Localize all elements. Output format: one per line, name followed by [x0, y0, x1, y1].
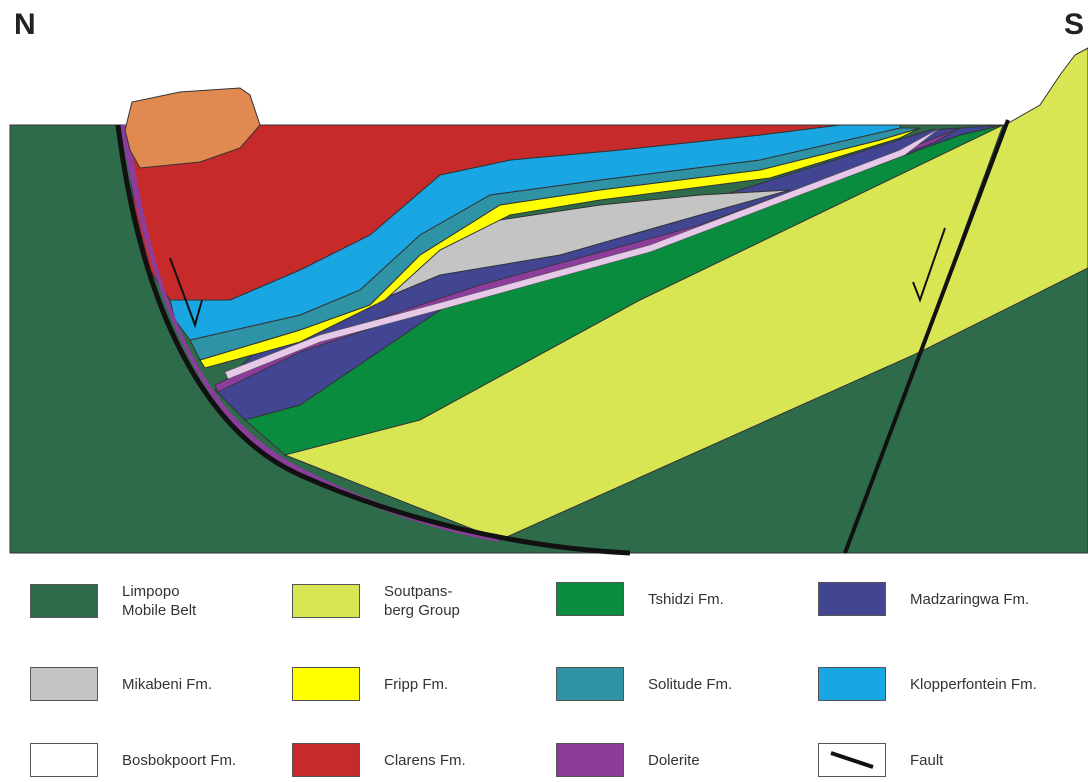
legend-bosbokpoort-fm: Bosbokpoort Fm.: [30, 743, 236, 777]
legend-label: Soutpans- berg Group: [384, 583, 460, 619]
legend-label: Clarens Fm.: [384, 751, 466, 769]
legend-tshidzi-fm: Tshidzi Fm.: [556, 582, 724, 616]
legend-swatch: [30, 584, 98, 618]
fault-movement-north: [169, 257, 203, 329]
capping-outlier: [124, 87, 261, 169]
legend-label: Klopperfontein Fm.: [910, 675, 1037, 693]
legend-clarens-fm: Clarens Fm.: [292, 743, 466, 777]
southern-fault: [843, 119, 1010, 554]
legend-fripp-fm: Fripp Fm.: [292, 667, 448, 701]
legend-label: Mikabeni Fm.: [122, 675, 213, 693]
legend-mikabeni-fm: Mikabeni Fm.: [30, 667, 212, 701]
legend-label: Tshidzi Fm.: [648, 590, 724, 608]
legend-swatch: [818, 582, 886, 616]
dolerite-sill: [214, 127, 961, 393]
legend-swatch: [292, 667, 360, 701]
legend-label: Madzaringwa Fm.: [910, 590, 1030, 608]
north-label: N: [14, 8, 36, 41]
legend-fault: Fault: [818, 743, 943, 777]
fault-movement-south: [912, 227, 946, 303]
legend-swatch: [292, 584, 360, 618]
legend-klopperfontein-fm: Klopperfontein Fm.: [818, 667, 1037, 701]
legend-limpopo-mobile-belt: Limpopo Mobile Belt: [30, 582, 196, 620]
legend-label: Dolerite: [648, 751, 700, 769]
legend-label: Solitude Fm.: [648, 675, 733, 693]
clarens-layer: [122, 124, 841, 301]
legend-soutpansberg-group: Soutpans- berg Group: [292, 582, 460, 620]
legend-swatch: [818, 667, 886, 701]
legend-swatch: [556, 582, 624, 616]
legend-solitude-fm: Solitude Fm.: [556, 667, 732, 701]
legend-label: Limpopo Mobile Belt: [122, 583, 197, 619]
legend-dolerite: Dolerite: [556, 743, 700, 777]
legend-label: Bosbokpoort Fm.: [122, 751, 237, 769]
geological-cross-section: [9, 47, 1088, 556]
legend-swatch: [292, 743, 360, 777]
fault-line-icon: [830, 751, 874, 769]
soutpansberg-hanging-block: [919, 47, 1088, 354]
south-label: S: [1064, 8, 1085, 41]
legend: Limpopo Mobile Belt Soutpans- berg Group T…: [0, 560, 1088, 782]
legend-swatch: [556, 667, 624, 701]
legend-madzaringwa-fm: Madzaringwa Fm.: [818, 582, 1029, 616]
legend-swatch: [30, 743, 98, 777]
legend-label: Fripp Fm.: [384, 675, 449, 693]
legend-label: Fault: [910, 751, 944, 769]
legend-swatch: [30, 667, 98, 701]
listric-fault: [115, 124, 631, 556]
legend-swatch: [818, 743, 886, 777]
legend-swatch: [556, 743, 624, 777]
bosbokpoort-lens: [224, 127, 941, 380]
